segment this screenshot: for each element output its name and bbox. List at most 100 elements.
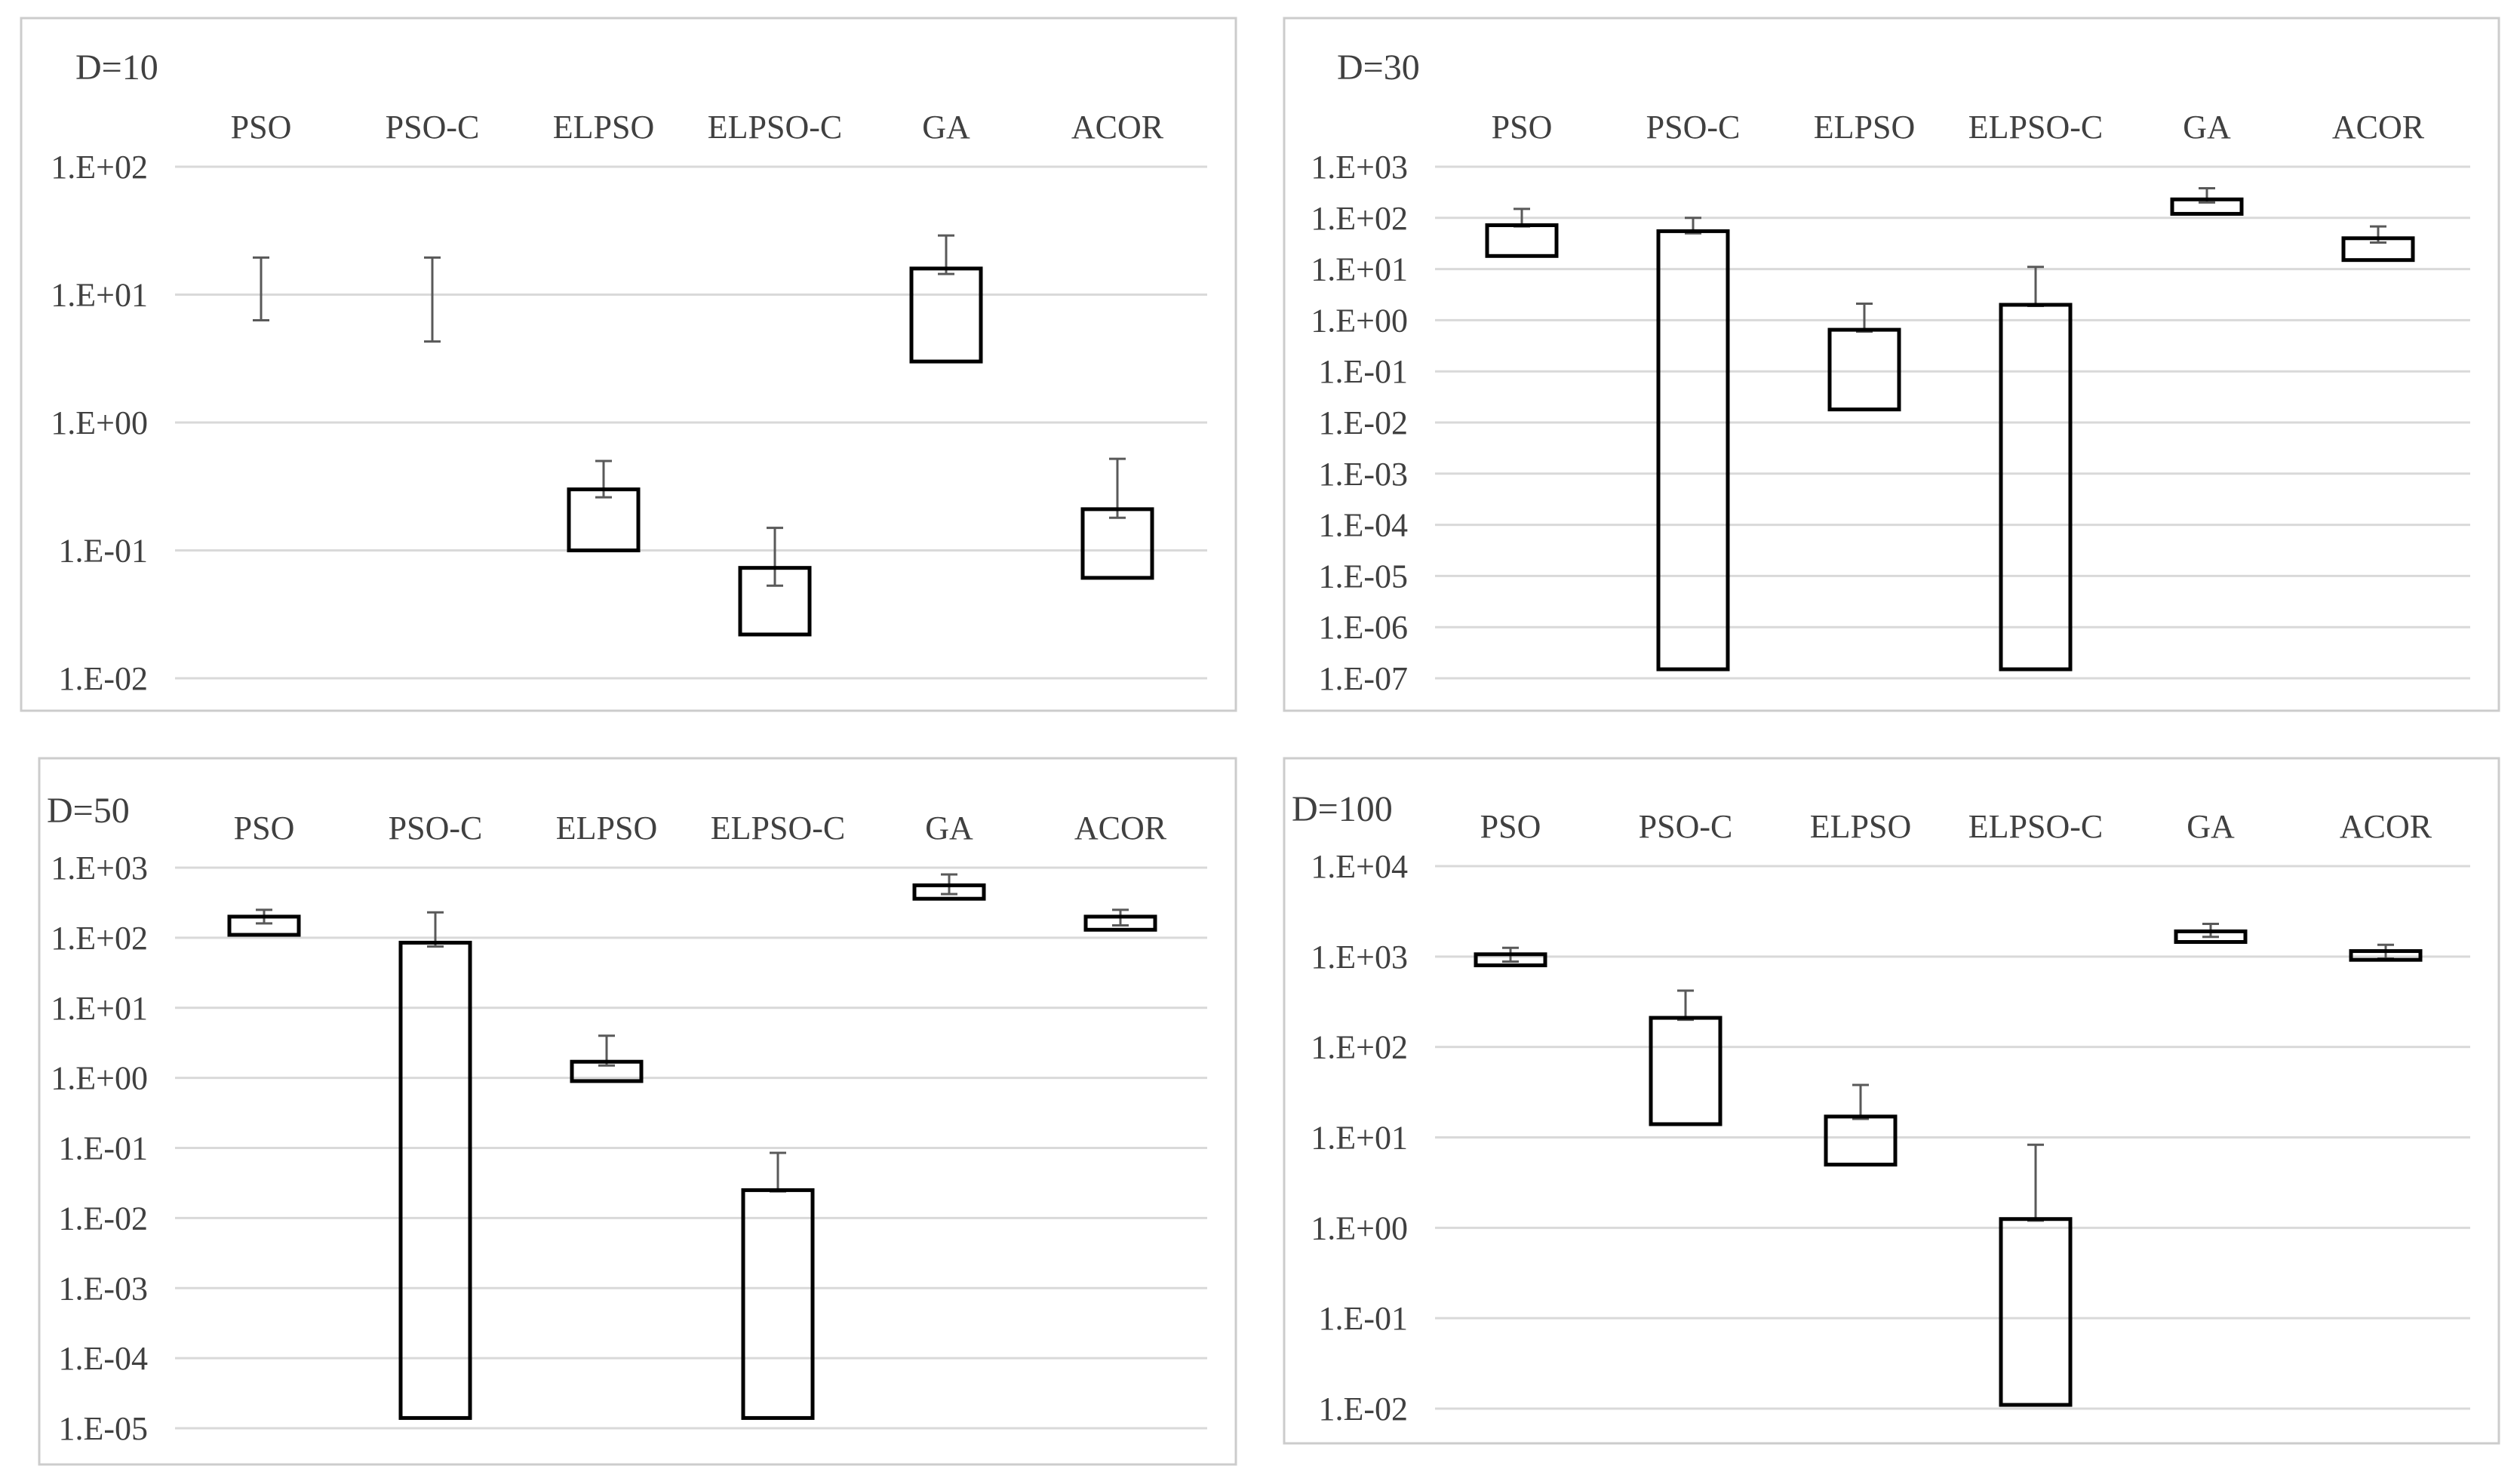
box-rect	[1999, 303, 2073, 671]
box-rect	[570, 1059, 644, 1083]
category-label: PSO-C	[389, 810, 483, 847]
y-tick-label: 1.E-05	[58, 1410, 148, 1447]
category-label: ELPSO	[1810, 808, 1911, 845]
panel-title: D=10	[75, 48, 158, 88]
panel-title: D=50	[47, 791, 130, 831]
y-tick-label: 1.E+00	[1311, 1209, 1408, 1246]
y-tick-label: 1.E+01	[51, 990, 148, 1027]
box-pso-c	[398, 911, 472, 1420]
y-tick-label: 1.E+00	[1311, 302, 1408, 339]
box-pso	[253, 256, 269, 322]
box-elpso-c	[738, 527, 812, 637]
box-rect	[909, 266, 983, 364]
y-tick-label: 1.E-04	[1318, 507, 1408, 544]
y-tick-label: 1.E-06	[1318, 609, 1408, 646]
category-label: GA	[2183, 109, 2231, 146]
box-rect	[1080, 507, 1154, 580]
y-tick-label: 1.E+02	[1311, 1029, 1408, 1066]
y-tick-label: 1.E+03	[51, 850, 148, 887]
box-ga	[2170, 186, 2244, 216]
y-tick-label: 1.E+04	[1311, 848, 1408, 885]
box-elpso	[570, 1034, 644, 1083]
category-label: ACOR	[2340, 808, 2432, 845]
chart-panel: 1.E+03 1.E+02 1.E+01 1.E+00 1.E-01 1.E-02 1.E-…	[38, 757, 1237, 1466]
box-rect	[738, 566, 812, 637]
panel-frame	[1283, 757, 2500, 1445]
box-acor	[1083, 908, 1157, 932]
y-tick-label: 1.E+00	[51, 1060, 148, 1097]
box-pso	[1474, 946, 1547, 967]
y-tick-label: 1.E-02	[1318, 404, 1408, 441]
category-label: GA	[2187, 808, 2235, 845]
chart-panel: 1.E+02 1.E+01 1.E+00 1.E-01 1.E-02 D=10 PSO PSO…	[20, 17, 1237, 712]
box-acor	[1080, 457, 1154, 580]
box-rect	[1999, 1217, 2073, 1407]
box-ga	[912, 873, 986, 901]
category-label: ACOR	[1074, 810, 1167, 847]
category-label: ACOR	[1071, 109, 1164, 146]
category-label: PSO	[234, 810, 295, 847]
box-rect	[912, 883, 986, 901]
box-elpso	[1824, 1083, 1898, 1167]
box-acor	[2341, 225, 2415, 263]
category-label: ELPSO-C	[1968, 109, 2103, 146]
y-tick-label: 1.E+01	[1311, 1120, 1408, 1157]
category-label: ELPSO-C	[1968, 808, 2103, 845]
category-label: PSO	[1480, 808, 1541, 845]
box-rect	[398, 940, 472, 1420]
y-tick-label: 1.E+03	[1311, 939, 1408, 976]
y-tick-label: 1.E+02	[51, 149, 148, 186]
box-pso-c	[1656, 217, 1730, 671]
box-rect	[1827, 327, 1901, 412]
y-tick-label: 1.E-04	[58, 1340, 148, 1377]
box-rect	[1824, 1114, 1898, 1167]
y-tick-label: 1.E-02	[1318, 1391, 1408, 1427]
y-tick-label: 1.E-02	[58, 660, 148, 697]
category-label: GA	[922, 109, 970, 146]
y-tick-label: 1.E+02	[51, 920, 148, 957]
category-label: ELPSO	[553, 109, 654, 146]
y-tick-label: 1.E-01	[1318, 353, 1408, 390]
category-label: ELPSO-C	[708, 109, 842, 146]
category-label: ELPSO-C	[711, 810, 845, 847]
chart-panel: 1.E+04 1.E+03 1.E+02 1.E+01 1.E+00 1.E-01 1.E-…	[1283, 757, 2500, 1445]
box-rect	[1474, 952, 1547, 967]
box-ga	[2174, 922, 2248, 944]
box-rect	[2341, 236, 2415, 263]
category-label: GA	[925, 810, 973, 847]
box-elpso-c	[741, 1151, 815, 1420]
box-rect	[1083, 914, 1157, 932]
category-label: PSO	[1492, 109, 1553, 146]
y-tick-label: 1.E+03	[1311, 149, 1408, 186]
panel-frame	[38, 757, 1237, 1466]
box-rect	[1656, 229, 1730, 671]
y-tick-label: 1.E+01	[1311, 251, 1408, 288]
box-pso	[1485, 207, 1559, 258]
panel-title: D=30	[1337, 48, 1420, 88]
box-rect	[1485, 223, 1559, 258]
y-tick-label: 1.E-02	[58, 1200, 148, 1237]
y-tick-label: 1.E+01	[51, 277, 148, 314]
category-label: ACOR	[2332, 109, 2425, 146]
box-acor	[2349, 943, 2423, 962]
category-label: PSO-C	[386, 109, 480, 146]
panel-frame	[1283, 17, 2500, 712]
box-rect	[567, 487, 641, 552]
box-elpso	[1827, 303, 1901, 412]
box-rect	[227, 914, 301, 937]
box-elpso	[567, 459, 641, 552]
y-tick-label: 1.E-07	[1318, 660, 1408, 697]
category-label: ELPSO	[556, 810, 657, 847]
y-tick-label: 1.E-03	[1318, 456, 1408, 493]
y-tick-label: 1.E+02	[1311, 200, 1408, 237]
chart-panel: 1.E+03 1.E+02 1.E+01 1.E+00 1.E-01 1.E-02 1.E-…	[1283, 17, 2500, 712]
y-tick-label: 1.E-01	[58, 1130, 148, 1167]
y-tick-label: 1.E-01	[1318, 1300, 1408, 1337]
box-rect	[1649, 1016, 1723, 1126]
box-pso	[227, 908, 301, 937]
panel-frame	[20, 17, 1237, 712]
box-pso-c	[424, 256, 441, 343]
box-elpso-c	[1999, 266, 2073, 671]
y-tick-label: 1.E-01	[58, 533, 148, 570]
